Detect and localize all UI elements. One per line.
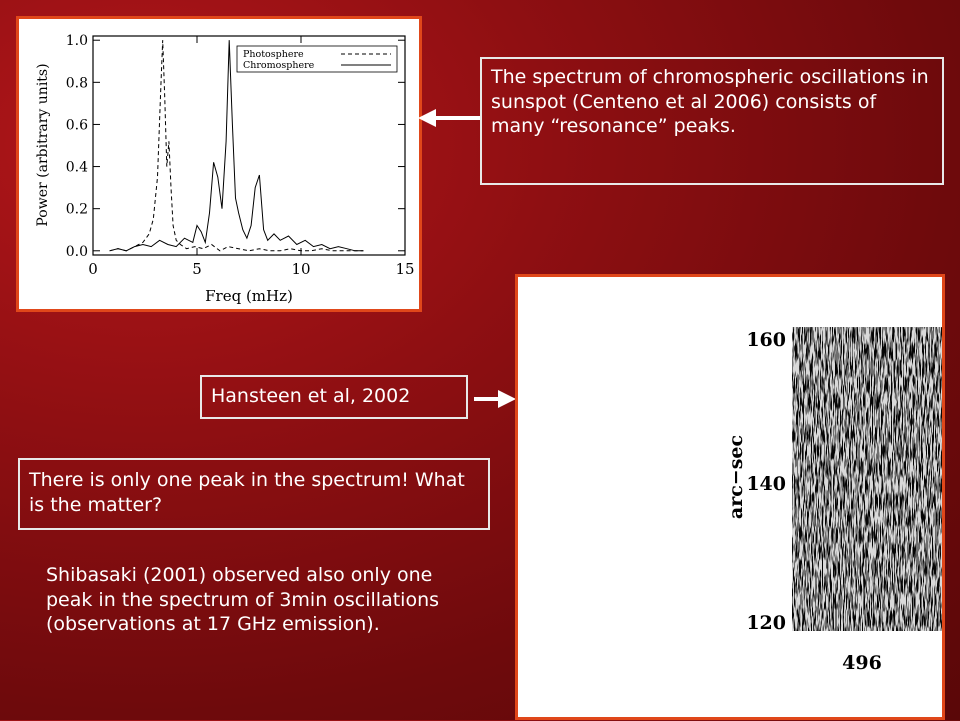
legend-box bbox=[236, 45, 398, 73]
arrow-left-icon bbox=[418, 109, 480, 127]
image-ytick-160: 160 bbox=[746, 329, 786, 351]
image-ylabel: arc−sec bbox=[725, 435, 747, 519]
image-ytick-120: 120 bbox=[746, 612, 786, 634]
hansteen-image-panel: 160 140 120 arc−sec 496 bbox=[515, 274, 945, 720]
y-tick-label: 1.0 bbox=[66, 33, 88, 49]
plot-frame bbox=[92, 35, 406, 256]
x-tick-label: 10 bbox=[291, 260, 310, 278]
series-lines bbox=[109, 40, 364, 252]
x-tick-label: 15 bbox=[395, 260, 414, 278]
spectrum-chart-panel: 0 5 10 15 0.0 0.2 0.4 0.6 0.8 1.0 Freq (mHz) Powe… bbox=[16, 16, 422, 312]
legend: Photosphere Chromosphere bbox=[236, 45, 398, 73]
one-peak-text: There is only one peak in the spectrum! … bbox=[29, 469, 465, 516]
spectrum-note-box: The spectrum of chromospheric oscillatio… bbox=[480, 57, 944, 185]
arrow-right-icon bbox=[474, 390, 516, 408]
hansteen-box: Hansteen et al, 2002 bbox=[200, 375, 468, 419]
spectrum-note-text: The spectrum of chromospheric oscillatio… bbox=[491, 66, 929, 138]
one-peak-box: There is only one peak in the spectrum! … bbox=[18, 458, 490, 530]
series-line-chromosphere bbox=[109, 40, 364, 252]
axis-ticks: 0 5 10 15 0.0 0.2 0.4 0.6 0.8 1.0 bbox=[66, 33, 415, 278]
y-tick-label: 0.0 bbox=[66, 244, 88, 260]
hansteen-text: Hansteen et al, 2002 bbox=[211, 385, 411, 407]
image-xtick-496: 496 bbox=[842, 652, 882, 674]
image-ytick-140: 140 bbox=[746, 473, 786, 495]
legend-label-photosphere: Photosphere bbox=[243, 49, 304, 60]
y-tick-label: 0.8 bbox=[66, 75, 88, 91]
time-distance-image: 160 140 120 arc−sec 496 bbox=[725, 327, 942, 674]
y-tick-label: 0.2 bbox=[66, 202, 88, 218]
y-axis-label: Power (arbitrary units) bbox=[35, 63, 51, 226]
series-line-photosphere bbox=[109, 40, 364, 252]
x-axis-label: Freq (mHz) bbox=[205, 287, 293, 305]
shibasaki-text: Shibasaki (2001) observed also only one … bbox=[46, 564, 440, 636]
intensity-map-streaks bbox=[792, 327, 942, 631]
legend-label-chromosphere: Chromosphere bbox=[243, 60, 315, 71]
y-tick-label: 0.6 bbox=[66, 117, 88, 133]
y-tick-label: 0.4 bbox=[66, 160, 88, 176]
x-tick-label: 0 bbox=[88, 260, 98, 278]
x-tick-label: 5 bbox=[192, 260, 202, 278]
spectrum-chart: 0 5 10 15 0.0 0.2 0.4 0.6 0.8 1.0 Freq (mHz) Powe… bbox=[35, 33, 415, 305]
